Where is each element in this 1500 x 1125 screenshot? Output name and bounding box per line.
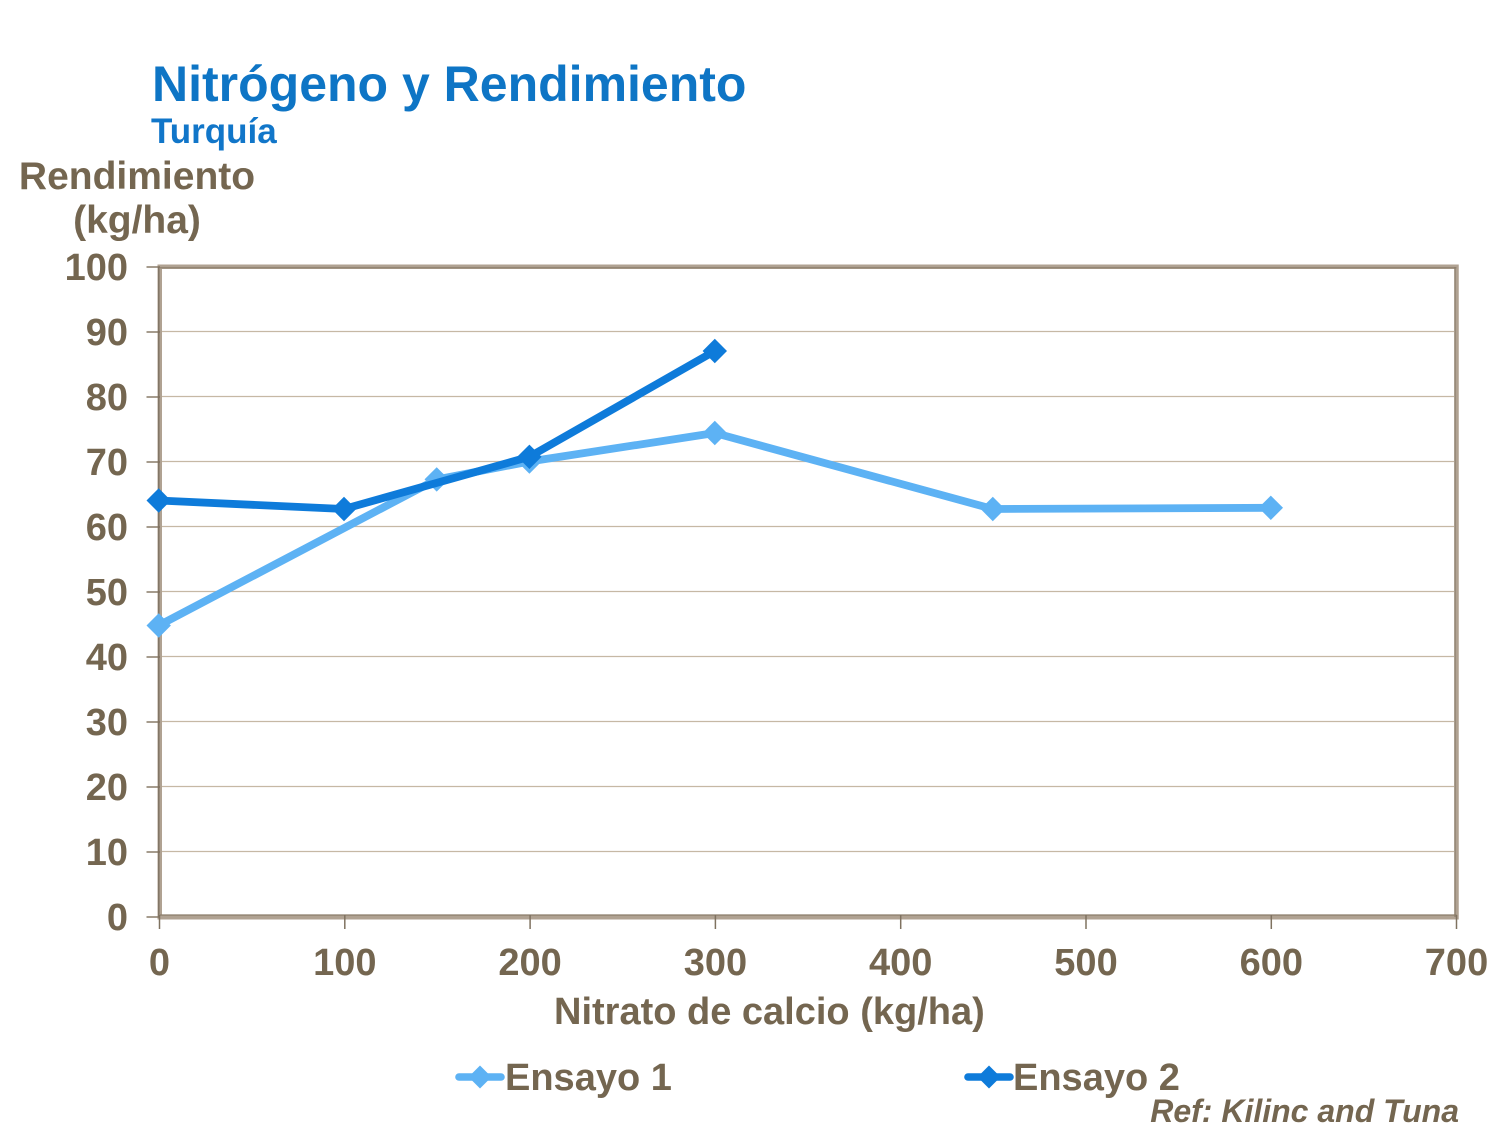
svg-text:70: 70 xyxy=(86,442,128,484)
svg-text:700: 700 xyxy=(1425,942,1488,984)
svg-text:0: 0 xyxy=(149,942,170,984)
svg-text:80: 80 xyxy=(86,377,128,419)
svg-text:500: 500 xyxy=(1054,942,1117,984)
svg-text:30: 30 xyxy=(86,702,128,744)
svg-text:Ref: Kilinc and Tuna: Ref: Kilinc and Tuna xyxy=(1150,1093,1459,1125)
svg-text:Ensayo 1: Ensayo 1 xyxy=(505,1057,672,1099)
svg-text:40: 40 xyxy=(86,637,128,679)
svg-text:60: 60 xyxy=(86,507,128,549)
svg-text:20: 20 xyxy=(86,767,128,809)
svg-text:600: 600 xyxy=(1240,942,1303,984)
svg-text:Nitrato de calcio (kg/ha): Nitrato de calcio (kg/ha) xyxy=(554,991,985,1033)
svg-text:Ensayo 2: Ensayo 2 xyxy=(1013,1057,1180,1099)
svg-text:100: 100 xyxy=(65,247,128,289)
svg-text:300: 300 xyxy=(684,942,747,984)
svg-text:90: 90 xyxy=(86,312,128,354)
svg-text:200: 200 xyxy=(498,942,561,984)
svg-text:50: 50 xyxy=(86,572,128,614)
svg-text:(kg/ha): (kg/ha) xyxy=(73,199,201,242)
svg-text:0: 0 xyxy=(107,897,128,939)
svg-text:Turquía: Turquía xyxy=(151,112,277,151)
svg-text:Rendimiento: Rendimiento xyxy=(19,155,255,198)
svg-text:400: 400 xyxy=(869,942,932,984)
svg-text:10: 10 xyxy=(86,832,128,874)
svg-text:100: 100 xyxy=(313,942,376,984)
svg-text:Nitrógeno y Rendimiento: Nitrógeno y Rendimiento xyxy=(152,56,746,112)
